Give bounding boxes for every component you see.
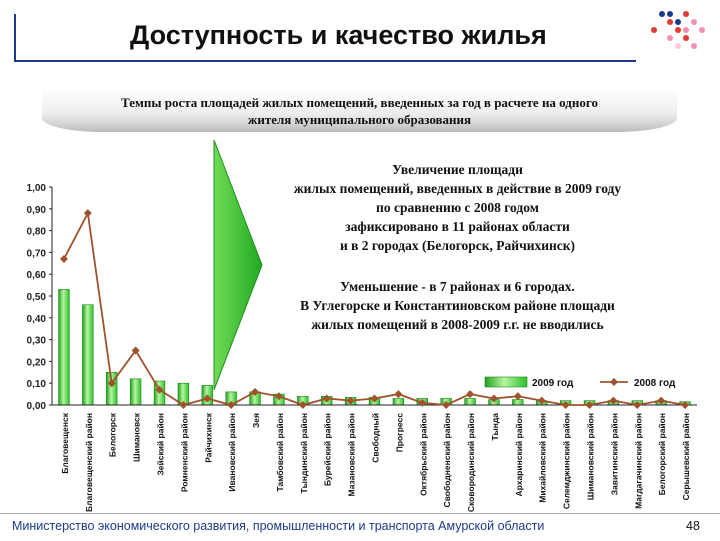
x-tick-label: Райчихинск xyxy=(203,412,213,462)
bar-2009 xyxy=(129,378,142,406)
y-tick-label: 1,00 xyxy=(27,183,47,194)
y-tick-label: 0,40 xyxy=(27,314,47,325)
y-tick-label: 0,70 xyxy=(27,248,47,259)
point-2008 xyxy=(681,401,690,409)
bar-2009 xyxy=(392,398,405,406)
page-title: Доступность и качество жилья xyxy=(130,20,547,50)
point-2008 xyxy=(537,396,546,405)
x-tick-label: Михайловский район xyxy=(538,413,548,503)
increase-note-line: жилых помещений, введенных в действие в … xyxy=(293,181,622,196)
increase-note-line: Увеличение площади xyxy=(392,162,523,177)
title-frame xyxy=(14,14,636,62)
legend-marker-2008 xyxy=(610,378,618,386)
subtitle-line-2: жителя муниципального образования xyxy=(247,112,472,127)
point-2008 xyxy=(370,394,379,403)
x-tick-label: Октябрьский район xyxy=(418,413,428,496)
point-2008 xyxy=(466,390,475,399)
green-arrow-icon xyxy=(213,140,263,390)
bar-2009 xyxy=(512,399,524,406)
bar-2009 xyxy=(464,398,476,406)
page-number: 48 xyxy=(686,519,700,533)
point-2008 xyxy=(203,394,212,403)
x-tick-label: Прогресс xyxy=(394,413,404,453)
point-2008 xyxy=(274,392,283,401)
point-2008 xyxy=(585,401,594,409)
increase-note: Увеличение площади жилых помещений, введ… xyxy=(245,160,670,255)
x-tick-label: Серышевский район xyxy=(681,413,691,500)
x-tick-label: Завитинский район xyxy=(609,413,619,495)
footer xyxy=(0,513,720,541)
bar-2009 xyxy=(82,304,94,406)
x-tick-label: Шимановский район xyxy=(586,413,596,500)
y-tick-label: 0,90 xyxy=(27,205,47,216)
decrease-note-line: Уменьшение - в 7 районах и 6 городах. xyxy=(340,279,575,294)
point-2008 xyxy=(298,401,307,409)
x-tick-label: Благовещенск xyxy=(60,412,70,473)
point-2008 xyxy=(107,379,116,388)
point-2008 xyxy=(227,401,236,409)
decorative-dots xyxy=(651,11,705,49)
point-2008 xyxy=(633,401,642,409)
increase-note-line: по сравнению с 2008 годом xyxy=(376,200,539,215)
y-tick-label: 0,10 xyxy=(27,379,47,390)
increase-note-line: и в 2 городах (Белогорск, Райчихинск) xyxy=(339,238,576,253)
y-tick-label: 0,60 xyxy=(27,270,47,281)
decrease-note-line: В Углегорске и Константиновском районе п… xyxy=(300,298,615,313)
point-2008 xyxy=(155,385,164,394)
x-tick-label: Селемджинский район xyxy=(562,413,572,509)
decrease-note-line: жилых помещений в 2008-2009 г.г. не ввод… xyxy=(311,317,604,332)
x-tick-label: Тамбовский район xyxy=(275,413,285,492)
point-2008 xyxy=(346,396,355,405)
x-tick-label: Ромненский район xyxy=(179,413,189,492)
point-2008 xyxy=(489,394,498,403)
x-tick-label: Сковородинский район xyxy=(466,413,476,512)
y-tick-label: 0,80 xyxy=(27,227,47,238)
point-2008 xyxy=(657,396,666,405)
point-2008 xyxy=(513,392,522,401)
legend-swatch-2009 xyxy=(484,376,528,388)
y-tick-label: 0,50 xyxy=(27,292,47,303)
point-2008 xyxy=(609,396,618,405)
x-tick-label: Зейский район xyxy=(156,413,166,476)
bar-2009 xyxy=(58,289,70,406)
x-tick-label: Архаринский район xyxy=(514,413,524,497)
subtitle-line-1: Темпы роста площадей жилых помещений, вв… xyxy=(121,95,598,110)
y-tick-label: 0,30 xyxy=(27,336,47,347)
x-tick-label: Шимановск xyxy=(132,412,142,462)
subtitle-band xyxy=(42,88,677,132)
point-2008 xyxy=(131,346,140,355)
x-tick-label: Ивановский район xyxy=(227,413,237,492)
point-2008 xyxy=(251,387,260,396)
point-2008 xyxy=(322,394,331,403)
x-tick-label: Зея xyxy=(251,413,261,428)
x-tick-label: Тында xyxy=(490,413,500,441)
x-tick-label: Свободный xyxy=(371,413,381,463)
increase-note-line: зафиксировано в 11 районах области xyxy=(345,219,570,234)
legend-label-2009: 2009 год xyxy=(532,378,574,389)
x-tick-label: Белогорский район xyxy=(657,413,667,495)
x-tick-label: Белогорск xyxy=(108,412,118,457)
x-tick-label: Благовещенский район xyxy=(84,413,94,512)
point-2008 xyxy=(59,254,68,263)
point-2008 xyxy=(394,390,403,399)
point-2008 xyxy=(83,209,92,218)
x-tick-label: Магдагачинский район xyxy=(633,413,643,509)
x-tick-label: Мазановский район xyxy=(347,413,357,496)
point-2008 xyxy=(561,401,570,409)
point-2008 xyxy=(179,401,188,409)
x-tick-label: Тындинский район xyxy=(299,413,309,494)
y-tick-label: 0,00 xyxy=(27,401,47,412)
point-2008 xyxy=(442,401,451,409)
chart-subtitle: Темпы роста площадей жилых помещений, вв… xyxy=(42,94,677,128)
y-tick-label: 0,20 xyxy=(27,357,47,368)
footer-ministry: Министерство экономического развития, пр… xyxy=(12,519,545,533)
point-2008 xyxy=(418,398,427,407)
x-tick-label: Бурейский район xyxy=(323,413,333,486)
x-tick-label: Свободненский район xyxy=(442,413,452,507)
legend-label-2008: 2008 год xyxy=(634,378,676,389)
decrease-note: Уменьшение - в 7 районах и 6 городах. В … xyxy=(245,277,670,334)
